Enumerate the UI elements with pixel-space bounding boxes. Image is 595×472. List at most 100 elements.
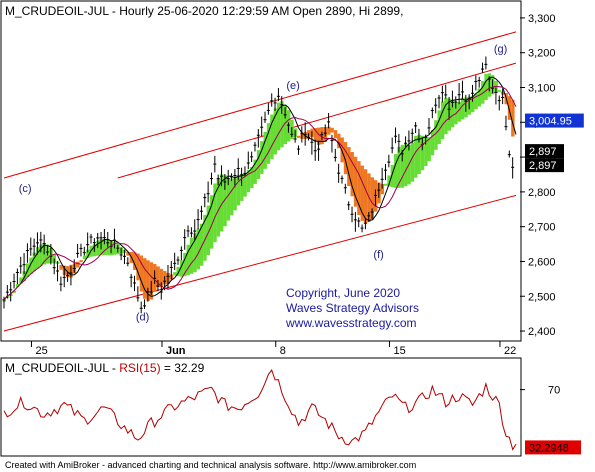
ribbon-segment bbox=[246, 169, 251, 193]
date-tick-label: Jun bbox=[166, 345, 186, 357]
date-axis: 25 Jun 8 15 22 bbox=[30, 341, 516, 357]
ribbon-segment bbox=[236, 174, 241, 206]
ribbon-segment bbox=[417, 134, 421, 174]
copyright-line-3: www.wavesstrategy.com bbox=[285, 316, 416, 330]
price-badges: 3,004.95 2,897 2,897 bbox=[525, 113, 584, 173]
ribbon-segment bbox=[427, 137, 431, 161]
ribbon-segment bbox=[159, 268, 164, 288]
ribbon-segment bbox=[404, 143, 408, 187]
price-chart-title: M_CRUDEOIL-JUL - Hourly 25-06-2020 12:29… bbox=[5, 4, 403, 18]
rsi-title-indicator: RSI(15) bbox=[119, 361, 160, 375]
ribbon-segment bbox=[276, 102, 281, 151]
ribbon-segment bbox=[253, 159, 257, 184]
ribbon-segment bbox=[511, 99, 515, 137]
moving-averages bbox=[3, 76, 517, 301]
ribbon-segment bbox=[213, 183, 217, 243]
ribbon-segment bbox=[340, 137, 344, 163]
ribbon-segment bbox=[86, 249, 90, 259]
ribbon-segment bbox=[223, 175, 227, 227]
ribbon-segment bbox=[414, 135, 418, 178]
ribbon-segment bbox=[19, 277, 23, 284]
ribbon-segment bbox=[102, 238, 107, 256]
ribbon-segment bbox=[390, 164, 395, 188]
ribbon-segment bbox=[497, 90, 502, 93]
ribbon-segment bbox=[313, 127, 318, 142]
ribbon-segment bbox=[424, 136, 428, 166]
ribbon-segment bbox=[206, 205, 211, 255]
price-badge-label: 2,897 bbox=[529, 146, 557, 158]
ribbon-segment bbox=[240, 173, 244, 201]
ribbon-segment bbox=[260, 141, 264, 174]
date-tick-label: 25 bbox=[35, 345, 47, 357]
ribbon-segment bbox=[353, 156, 358, 207]
ribbon-segment bbox=[133, 252, 137, 270]
price-y-tick-label: 3,300 bbox=[528, 13, 556, 25]
price-y-tick-label: 2,400 bbox=[528, 326, 556, 338]
ribbon-segment bbox=[79, 260, 83, 263]
ribbon-segment bbox=[156, 266, 160, 288]
ribbon-segment bbox=[230, 178, 234, 216]
ribbon-segment bbox=[317, 127, 321, 145]
ribbon-segment bbox=[76, 261, 80, 268]
ribbon-segment bbox=[149, 262, 154, 300]
ribbon-segment bbox=[337, 133, 341, 149]
ribbon-segment bbox=[176, 266, 180, 277]
ribbon-segment bbox=[243, 173, 247, 197]
ribbon-segment bbox=[199, 223, 204, 266]
ribbon-segment bbox=[96, 240, 100, 256]
ribbon-segment bbox=[273, 108, 277, 155]
date-tick-label: 8 bbox=[280, 345, 286, 357]
ribbon-segment bbox=[233, 178, 237, 211]
rsi-title-suffix: = 32.29 bbox=[161, 361, 205, 375]
moving-average-line bbox=[3, 85, 517, 301]
ribbon-segment bbox=[481, 81, 485, 104]
wave-label: (c) bbox=[19, 183, 32, 195]
ribbon-segment bbox=[139, 255, 144, 292]
price-y-tick-label: 2,700 bbox=[528, 222, 556, 234]
ribbon-segment bbox=[82, 255, 87, 260]
ribbon-segment bbox=[296, 135, 301, 138]
copyright-block: Copyright, June 2020 Waves Strategy Advi… bbox=[285, 286, 419, 330]
ribbon-segment bbox=[330, 127, 334, 133]
ribbon-segment bbox=[457, 102, 462, 122]
price-y-tick-label: 2,600 bbox=[528, 256, 556, 268]
wave-label: (e) bbox=[286, 80, 299, 92]
ribbon-segment bbox=[126, 251, 130, 256]
price-y-tick-label: 2,500 bbox=[528, 291, 556, 303]
ribbon-segment bbox=[12, 290, 16, 293]
price-y-tick-label: 3,100 bbox=[528, 83, 556, 95]
ribbon-segment bbox=[347, 147, 351, 187]
ribbon-segment bbox=[383, 183, 388, 186]
ribbon-segment bbox=[203, 214, 207, 261]
rsi-line bbox=[3, 369, 517, 451]
ribbon-segment bbox=[216, 178, 221, 237]
ribbon-segment bbox=[350, 152, 354, 197]
ribbon-segment bbox=[193, 233, 197, 273]
channel-line-lower bbox=[3, 194, 517, 332]
ribbon-segment bbox=[380, 183, 385, 195]
ribbon-segment bbox=[387, 175, 391, 187]
ribbon-segment bbox=[430, 130, 435, 156]
price-y-axis: 3,3003,2003,1003,0002,9002,8002,7002,600… bbox=[520, 13, 556, 338]
rsi-badge: 32.2948 bbox=[525, 440, 581, 455]
ribbon-segment bbox=[59, 264, 63, 270]
ribbon-segment bbox=[173, 272, 177, 276]
ribbon-segment bbox=[250, 167, 254, 189]
wave-labels: (c) (d) (e) (f) (g) bbox=[19, 44, 508, 324]
ribbon-segment bbox=[444, 97, 448, 135]
ribbon-segment bbox=[400, 144, 405, 188]
ribbon-segment bbox=[35, 247, 40, 269]
copyright-line-2: Waves Strategy Advisors bbox=[286, 301, 419, 315]
ribbon-segment bbox=[397, 146, 401, 188]
ribbon-segment bbox=[22, 271, 26, 281]
rsi-title-prefix: M_CRUDEOIL-JUL - bbox=[5, 361, 119, 375]
ribbon-segment bbox=[507, 96, 512, 120]
ribbon-segment bbox=[32, 252, 37, 272]
channel-line-upper-inner bbox=[117, 62, 517, 179]
footer-credit: Created with AmiBroker - advanced charti… bbox=[5, 460, 416, 470]
price-badge-label: 3,004.95 bbox=[529, 116, 572, 128]
ribbon-segment bbox=[196, 228, 200, 270]
channel-lines bbox=[3, 31, 517, 332]
ribbon-segment bbox=[470, 96, 475, 113]
